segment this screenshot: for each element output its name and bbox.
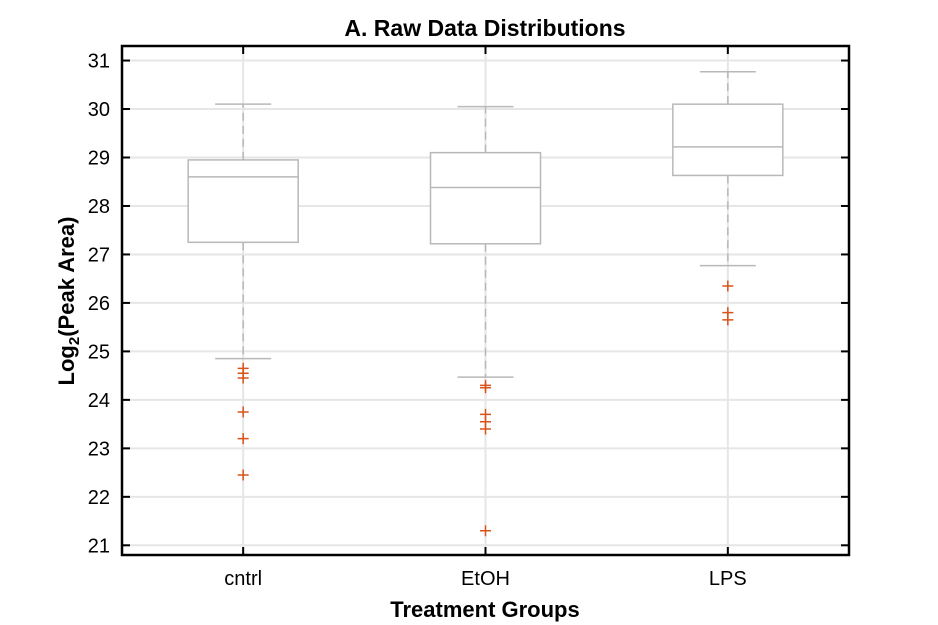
y-tick-label: 29 (88, 147, 110, 169)
y-tick-label: 30 (88, 99, 110, 121)
axis-ticks: 21 22 23 24 25 26 27 28 29 30 31 cntrl EtOH LPS (88, 46, 849, 590)
box-plots (187, 70, 784, 537)
y-axis-label-rest: (Peak Area) (54, 217, 79, 337)
y-tick-label: 26 (88, 293, 110, 315)
outlier-point (237, 433, 249, 445)
x-axis-label: Treatment Groups (390, 597, 579, 622)
outlier-point (237, 372, 249, 384)
y-tick-label: 24 (88, 390, 110, 412)
y-tick-label: 22 (88, 487, 110, 509)
outlier-point (722, 280, 734, 292)
y-tick-label: 31 (88, 51, 110, 73)
box-plot-lps (672, 70, 784, 326)
y-tick-label: 28 (88, 196, 110, 218)
y-axis-label: Log2(Peak Area) (54, 217, 83, 386)
y-tick-label: 23 (88, 438, 110, 460)
y-tick-label: 25 (88, 341, 110, 363)
outlier-point (480, 423, 491, 435)
chart-title: A. Raw Data Distributions (344, 15, 625, 41)
y-axis-label-main: Log (54, 345, 79, 385)
box (672, 103, 784, 177)
x-tick-label: cntrl (224, 568, 262, 590)
box (187, 159, 299, 244)
box-plot-cntrl (187, 103, 299, 481)
x-tick-label: EtOH (461, 568, 510, 590)
y-tick-label: 27 (88, 244, 110, 266)
y-tick-label: 21 (88, 535, 110, 557)
y-axis-label-subscript: 2 (66, 337, 83, 345)
box-plot-etoh (429, 105, 542, 537)
x-tick-label: LPS (709, 568, 747, 590)
box (429, 151, 542, 245)
outlier-point (480, 525, 491, 537)
outlier-point (237, 469, 249, 481)
outlier-point (237, 406, 249, 418)
outlier-point (722, 314, 734, 326)
outlier-point (480, 382, 491, 394)
